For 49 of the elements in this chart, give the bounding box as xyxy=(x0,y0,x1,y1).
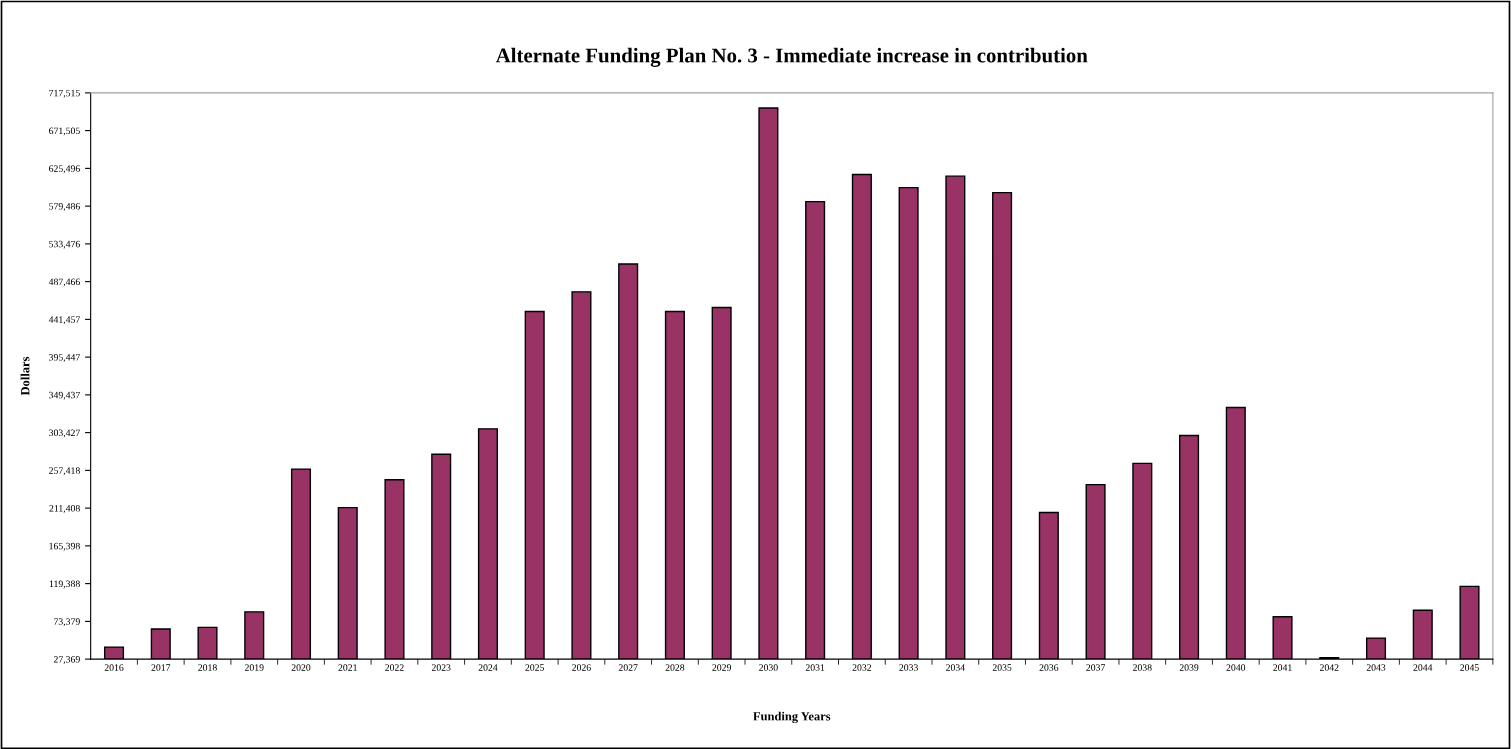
y-tick-label: 395,447 xyxy=(49,354,80,362)
y-tick-label: 625,496 xyxy=(49,165,80,174)
x-tick-label: 2045 xyxy=(1460,664,1479,671)
x-tick-label: 2036 xyxy=(1039,664,1059,671)
x-tick-label: 2025 xyxy=(525,664,545,671)
x-tick-label: 2022 xyxy=(385,664,404,671)
x-tick-label: 2040 xyxy=(1226,664,1246,671)
y-tick-label: 27,369 xyxy=(53,656,80,664)
y-tick-label: 441,457 xyxy=(48,316,80,325)
x-tick-label: 2024 xyxy=(478,664,498,671)
y-tick-label: 257,418 xyxy=(49,467,80,476)
y-tick-label: 717,515 xyxy=(49,89,80,98)
y-tick-label: 303,427 xyxy=(49,429,80,438)
x-tick-label: 2043 xyxy=(1366,664,1386,671)
x-tick-label: 2041 xyxy=(1273,664,1292,671)
x-tick-label: 2016 xyxy=(104,664,124,671)
y-tick-label: 533,476 xyxy=(49,240,80,249)
x-tick-label: 2023 xyxy=(431,664,451,671)
y-tick-label: 73,379 xyxy=(54,618,80,627)
y-tick-label: 671,505 xyxy=(49,127,80,136)
y-tick-label: 119,388 xyxy=(49,580,80,589)
y-tick-label: 579,486 xyxy=(49,203,80,211)
x-tick-label: 2028 xyxy=(665,664,685,671)
x-tick-label: 2017 xyxy=(151,664,171,671)
x-tick-label: 2033 xyxy=(899,664,918,671)
x-tick-label: 2031 xyxy=(805,664,825,671)
y-tick-label: 349,437 xyxy=(49,391,80,400)
y-tick-label: 487,466 xyxy=(48,278,80,287)
y-axis-title: Dollars xyxy=(20,356,30,396)
x-tick-label: 2034 xyxy=(946,664,965,671)
y-tick-label: 165,398 xyxy=(49,542,80,551)
x-tick-label: 2037 xyxy=(1086,664,1106,671)
x-tick-label: 2038 xyxy=(1133,664,1152,671)
x-axis-title: Funding Years xyxy=(753,711,831,724)
x-tick-label: 2030 xyxy=(759,664,778,671)
x-tick-label: 2019 xyxy=(244,664,264,671)
x-tick-label: 2035 xyxy=(992,664,1012,671)
x-tick-label: 2032 xyxy=(852,664,872,671)
y-tick-label: 211,408 xyxy=(49,505,80,513)
chart-title: Alternate Funding Plan No. 3 - Immediate increase in contribution xyxy=(495,47,1088,67)
x-tick-label: 2021 xyxy=(338,664,357,671)
x-tick-label: 2029 xyxy=(712,664,731,671)
x-tick-label: 2018 xyxy=(198,664,217,671)
x-tick-label: 2039 xyxy=(1179,664,1199,671)
x-tick-label: 2042 xyxy=(1319,664,1339,671)
x-tick-label: 2026 xyxy=(572,664,591,671)
x-tick-label: 2020 xyxy=(291,664,311,671)
x-tick-label: 2027 xyxy=(618,664,638,671)
x-tick-label: 2044 xyxy=(1413,664,1433,671)
